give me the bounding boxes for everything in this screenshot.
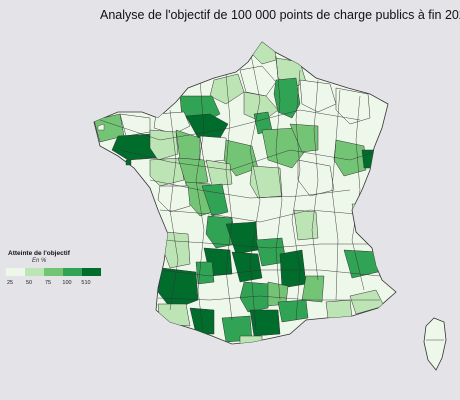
legend-tick: 25 [6,280,14,286]
island [97,123,105,131]
department [223,139,259,177]
department [279,249,307,289]
department [195,261,215,285]
department [297,159,335,197]
department [157,303,191,327]
legend-color-scale [6,268,101,276]
department [335,87,371,125]
department [351,203,375,227]
department [153,111,191,135]
department [301,275,325,303]
department [325,299,353,319]
department [293,209,319,241]
island [125,159,132,166]
legend-swatch [25,268,44,276]
department [273,77,301,119]
department [243,91,279,123]
legend-swatch [82,268,101,276]
department [157,185,191,213]
map-title: Analyse de l'objectif de 100 000 points … [100,8,460,22]
department [149,129,179,161]
department [199,135,229,163]
department [185,113,229,139]
department [239,65,277,97]
department [111,133,157,161]
department [299,79,337,113]
legend-subtitle: En % [32,258,47,264]
department [225,221,259,255]
department-boundaries [99,49,381,341]
department [205,159,233,187]
department [361,149,377,169]
legend-tick: 50 [25,280,33,286]
department [201,183,229,217]
department [163,231,191,269]
legend-tick: 75 [44,280,52,286]
department [343,249,379,279]
legend-title: Atteinte de l'objectif [8,250,70,257]
department [249,309,281,337]
department [189,307,215,335]
department [277,299,309,323]
legend-tick-labels: 25 50 75 100 510 [0,280,95,288]
legend-tick: 100 [62,280,72,286]
legend-swatch [6,268,25,276]
department [231,251,263,283]
legend-swatch [63,268,82,276]
department [209,73,245,105]
department [177,157,209,185]
corsica [423,317,447,371]
departments [94,42,385,344]
legend-tick: 510 [81,280,91,286]
legend-swatch [44,268,63,276]
